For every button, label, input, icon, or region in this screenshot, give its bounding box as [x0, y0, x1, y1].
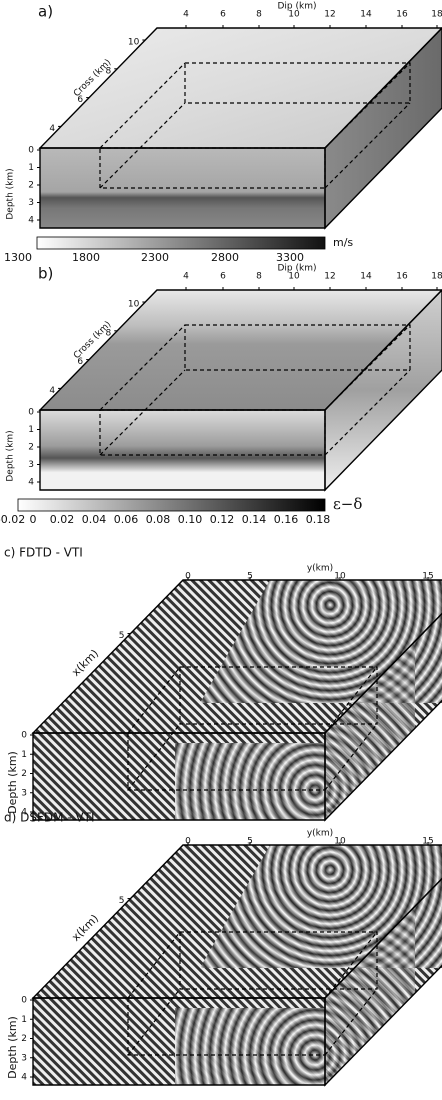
depth-tick-label: 2 — [21, 1034, 27, 1044]
top-axis-title: y(km) — [307, 829, 333, 839]
top-tick-label: 12 — [324, 10, 335, 20]
colorbar-tick-label: 0.18 — [306, 513, 331, 526]
wavefield-front — [175, 743, 325, 820]
depth-tick-label: 3 — [28, 460, 34, 470]
colorbar-tick-label: 2300 — [141, 251, 169, 264]
colorbar — [37, 237, 325, 249]
depth-tick-label: 1 — [21, 750, 27, 760]
colorbar-tick-label: 1800 — [72, 251, 100, 264]
top-tick-label: 10 — [288, 272, 300, 282]
colorbar-tick-label: 0.02 — [50, 513, 75, 526]
side-tick-label: 10 — [128, 300, 140, 310]
colorbar-tick-label: 1300 — [4, 251, 32, 264]
top-tick-label: 12 — [324, 272, 335, 282]
colorbar-tick-label: 0 — [30, 513, 37, 526]
depth-tick-label: 2 — [28, 443, 34, 453]
colorbar-unit: m/s — [333, 236, 353, 249]
top-tick-label: 18 — [431, 10, 442, 20]
depth-tick-label: 2 — [21, 769, 27, 779]
colorbar-tick-label: 0.12 — [210, 513, 235, 526]
colorbar-tick-label: 0.14 — [242, 513, 267, 526]
depth-tick-label: 3 — [28, 198, 34, 208]
colorbar-tick-label: 0.10 — [178, 513, 203, 526]
depth-tick-label: 1 — [28, 425, 34, 435]
top-tick-label: 14 — [360, 272, 372, 282]
top-tick-label: 8 — [256, 10, 262, 20]
depth-axis-title: Depth (km) — [6, 430, 16, 481]
colorbar — [18, 499, 325, 511]
colorbar-tick-label: -0.02 — [0, 513, 25, 526]
side-tick-label: 5 — [119, 631, 125, 641]
top-tick-label: 4 — [183, 10, 189, 20]
colorbar-tick-label: 0.08 — [146, 513, 171, 526]
depth-tick-label: 0 — [21, 996, 27, 1006]
depth-tick-label: 4 — [21, 1073, 27, 1083]
colorbar-tick-label: 0.16 — [274, 513, 299, 526]
top-tick-label: 18 — [431, 272, 442, 282]
top-tick-label: 8 — [256, 272, 262, 282]
side-tick-label: 4 — [49, 124, 55, 134]
depth-tick-label: 4 — [28, 216, 34, 226]
top-tick-label: 6 — [220, 10, 226, 20]
top-axis-title: y(km) — [307, 564, 333, 574]
depth-tick-label: 0 — [28, 408, 34, 418]
top-tick-label: 16 — [396, 272, 408, 282]
depth-tick-label: 3 — [21, 1053, 27, 1063]
colorbar-tick-label: 2800 — [211, 251, 239, 264]
colorbar-tick-label: 0.06 — [114, 513, 139, 526]
depth-tick-label: 4 — [28, 478, 34, 488]
side-tick-label: 5 — [119, 896, 125, 906]
top-tick-label: 4 — [183, 272, 189, 282]
wavefield-front — [175, 1008, 325, 1085]
depth-tick-label: 3 — [21, 788, 27, 798]
depth-axis-title: Depth (km) — [6, 168, 16, 219]
depth-tick-label: 2 — [28, 181, 34, 191]
colorbar-tick-label: 3300 — [276, 251, 304, 264]
depth-tick-label: 0 — [21, 731, 27, 741]
top-tick-label: 10 — [288, 10, 300, 20]
top-tick-label: 14 — [360, 10, 372, 20]
panel-label: d) DSFDM - VTI — [4, 811, 95, 825]
panel-label: b) — [38, 265, 53, 283]
panel-label: a) — [38, 3, 53, 21]
colorbar-unit: ε−δ — [333, 495, 362, 513]
side-tick-label: 10 — [128, 38, 140, 48]
top-tick-label: 6 — [220, 272, 226, 282]
front-face — [40, 410, 325, 490]
depth-tick-label: 1 — [28, 163, 34, 173]
colorbar-tick-label: 0.04 — [82, 513, 107, 526]
depth-axis-title: Depth (km) — [6, 751, 19, 814]
panel-label: c) FDTD - VTI — [4, 546, 83, 560]
depth-tick-label: 0 — [28, 146, 34, 156]
depth-tick-label: 1 — [21, 1015, 27, 1025]
side-tick-label: 4 — [49, 386, 55, 396]
top-tick-label: 16 — [396, 10, 408, 20]
figure: a)Dip (km)468101214161846810Cross (km)01… — [0, 0, 442, 1100]
depth-axis-title: Depth (km) — [6, 1016, 19, 1079]
